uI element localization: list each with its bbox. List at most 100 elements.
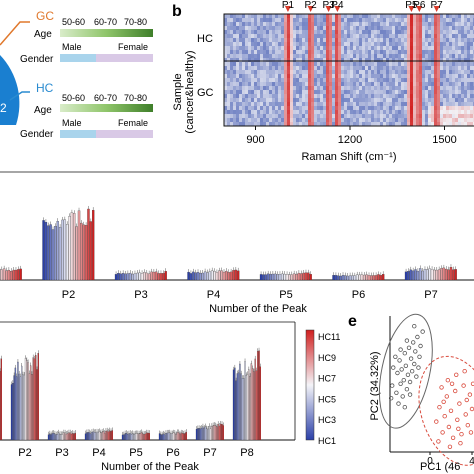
heatmap-cell xyxy=(446,34,450,39)
heatmap-cell xyxy=(329,118,333,123)
heatmap-cell xyxy=(329,114,333,119)
heatmap-cell xyxy=(434,98,438,103)
heatmap-cell xyxy=(374,30,378,35)
heatmap-cell xyxy=(266,30,270,35)
heatmap-cell xyxy=(470,54,474,59)
heatmap-cell xyxy=(296,114,300,119)
heatmap-cell xyxy=(236,106,240,111)
heatmap-cell xyxy=(365,14,369,19)
heatmap-cell xyxy=(317,66,321,71)
heatmap-cell xyxy=(398,22,402,27)
heatmap-cell xyxy=(323,98,327,103)
bar xyxy=(124,273,127,281)
bar xyxy=(73,433,75,441)
bar xyxy=(44,222,48,281)
heatmap-cell xyxy=(254,114,258,119)
bar xyxy=(69,432,71,441)
heatmap-cell xyxy=(260,58,264,63)
heatmap-cell xyxy=(398,46,402,51)
heatmap-xlabel: Raman Shift (cm⁻¹) xyxy=(301,151,396,163)
heatmap-cell xyxy=(422,70,426,75)
heatmap-cell xyxy=(317,14,321,19)
heatmap-cell xyxy=(446,102,450,107)
heatmap-cell xyxy=(230,22,234,27)
heatmap-cell xyxy=(326,30,330,35)
heatmap-cell xyxy=(383,14,387,19)
heatmap-cell xyxy=(374,42,378,47)
heatmap-cell xyxy=(434,42,438,47)
heatmap-cell xyxy=(386,70,390,75)
heatmap-cell xyxy=(413,22,417,27)
heatmap-cell xyxy=(353,94,357,99)
heatmap-cell xyxy=(407,94,411,99)
bar xyxy=(23,374,25,441)
heatmap-cell xyxy=(431,114,435,119)
heatmap-cell xyxy=(251,34,255,39)
heatmap-cell xyxy=(419,30,423,35)
bar xyxy=(95,432,97,441)
heatmap-cell xyxy=(341,102,345,107)
bar xyxy=(17,269,20,281)
heatmap-cell xyxy=(344,26,348,31)
hc-age-tick-3: 70-80 xyxy=(124,93,147,103)
heatmap-cell xyxy=(425,54,429,59)
heatmap-cell xyxy=(443,22,447,27)
heatmap-cell xyxy=(239,34,243,39)
heatmap-x-tick-label: 1500 xyxy=(432,134,456,146)
heatmap-cell xyxy=(449,106,453,111)
heatmap-cell xyxy=(383,86,387,91)
heatmap-cell xyxy=(404,66,408,71)
heatmap-cell xyxy=(398,74,402,79)
heatmap-cell xyxy=(419,38,423,43)
heatmap-cell xyxy=(257,98,261,103)
heatmap-cell xyxy=(389,30,393,35)
bar xyxy=(66,433,69,441)
heatmap-cell xyxy=(329,98,333,103)
heatmap-cell xyxy=(395,98,399,103)
heatmap-cell xyxy=(368,18,372,23)
heatmap-cell xyxy=(353,106,357,111)
heatmap-cell xyxy=(290,98,294,103)
bar xyxy=(259,366,261,441)
heatmap-cell xyxy=(293,58,297,63)
heatmap-cell xyxy=(227,38,231,43)
heatmap-cell xyxy=(350,50,354,55)
heatmap-cell xyxy=(428,30,432,35)
heatmap-cell xyxy=(434,78,438,83)
heatmap-cell xyxy=(404,90,408,95)
heatmap-cell xyxy=(347,66,351,71)
peak-label: P1 xyxy=(282,0,295,11)
heatmap-cell xyxy=(305,46,309,51)
heatmap-cell xyxy=(263,118,267,123)
heatmap-cell xyxy=(356,94,360,99)
heatmap-cell xyxy=(338,42,342,47)
heatmap-cell xyxy=(419,14,423,19)
heatmap-cell xyxy=(263,30,267,35)
heatmap-cell xyxy=(299,26,303,31)
heatmap-cell xyxy=(224,86,228,91)
heatmap-cell xyxy=(395,70,399,75)
heatmap-cell xyxy=(302,38,306,43)
heatmap-cell xyxy=(260,74,264,79)
heatmap-cell xyxy=(356,18,360,23)
heatmap-cell xyxy=(335,122,339,126)
heatmap-cell xyxy=(455,50,459,55)
heatmap-cell xyxy=(356,98,360,103)
heatmap-cell xyxy=(341,78,345,83)
heatmap-cell xyxy=(347,110,351,115)
heatmap-cell xyxy=(431,30,435,35)
bar xyxy=(245,375,247,441)
bar xyxy=(110,431,112,441)
heatmap-cell xyxy=(236,74,240,79)
heatmap-cell xyxy=(305,22,309,27)
heatmap-cell xyxy=(458,110,462,115)
heatmap-cell xyxy=(302,42,306,47)
bar xyxy=(105,430,107,441)
heatmap-cell xyxy=(236,38,240,43)
panel-b: b Sample (cancer&healthy) HC GC P1 P2 P3P4… xyxy=(172,0,474,163)
heatmap-cell xyxy=(233,38,237,43)
heatmap-cell xyxy=(344,122,348,126)
bar-category-label: P4 xyxy=(92,447,105,459)
heatmap-row-label-hc: HC xyxy=(197,33,213,45)
heatmap-cell xyxy=(266,110,270,115)
